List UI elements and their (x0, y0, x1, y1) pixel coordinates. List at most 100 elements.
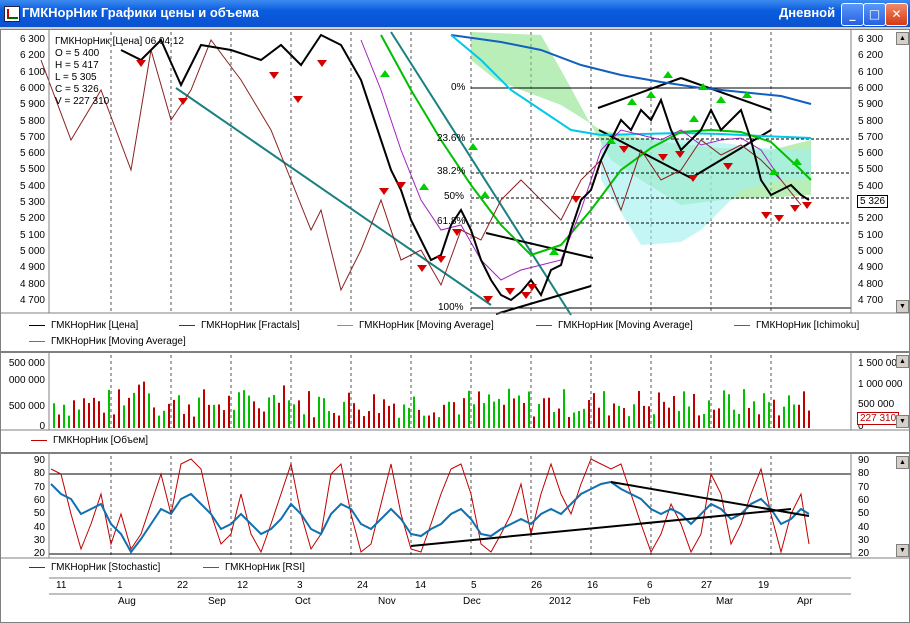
volume-bar (673, 396, 675, 428)
volume-bar (583, 408, 585, 428)
volume-scroll-down-button[interactable]: ▼ (896, 415, 909, 428)
price-tick-right: 5 600 (858, 148, 884, 160)
ohlc-info: ГМКНорНик [Цена] 06.04.12 O = 5 400 H = … (55, 36, 184, 108)
volume-bar (198, 397, 200, 428)
volume-legend: ГМКНорНик [Объем] (31, 435, 148, 446)
volume-bar (158, 415, 160, 428)
volume-bar (433, 412, 435, 428)
volume-bar (683, 391, 685, 428)
volume-bar (53, 403, 55, 428)
volume-bar (293, 404, 295, 428)
legend-label: ГМКНорНик [Ichimoku] (756, 320, 860, 331)
volume-bar (113, 414, 115, 428)
oscillator-tick-right: 30 (858, 534, 870, 546)
fib-236: 23.6% (437, 133, 466, 144)
volume-bar (538, 403, 540, 428)
volume-bar (443, 404, 445, 428)
price-tick-right: 5 700 (858, 131, 884, 143)
price-tick-right: 4 900 (858, 262, 884, 274)
info-high: H = 5 417 (55, 60, 99, 71)
oscillator-tick-right: 60 (858, 494, 870, 506)
period-label: Дневной (779, 5, 836, 20)
volume-bar (128, 397, 130, 428)
volume-bar (543, 398, 545, 428)
price-tick-left: 5 200 (19, 213, 45, 225)
volume-bar (78, 409, 80, 428)
volume-bar (213, 404, 215, 428)
volume-bar (303, 414, 305, 428)
oscillator-tick-left: 90 (33, 455, 45, 466)
volume-bar (573, 412, 575, 428)
time-month-label: Oct (295, 596, 311, 607)
volume-bar (173, 399, 175, 428)
volume-bar (523, 402, 525, 428)
maximize-button[interactable]: □ (863, 3, 886, 26)
volume-bar (483, 403, 485, 428)
volume-bar (238, 392, 240, 428)
volume-bar (88, 403, 90, 428)
minimize-button[interactable]: _ (841, 3, 864, 26)
time-month-label: Nov (378, 596, 396, 607)
legend-swatch (536, 324, 552, 326)
fib-618: 61.8% (437, 216, 466, 227)
volume-bar (413, 396, 415, 428)
volume-bar (348, 392, 350, 428)
price-tick-left: 5 600 (19, 148, 45, 160)
volume-bar (298, 400, 300, 428)
volume-bar (473, 404, 475, 428)
scroll-down-button[interactable]: ▼ (896, 300, 909, 313)
legend-swatch (29, 340, 45, 342)
oscillator-pane[interactable]: 90 80 70 60 50 40 30 20 90 80 70 60 50 40 30 20 ▲ ▼ ГМ… (0, 453, 910, 623)
volume-bar (58, 414, 60, 428)
legend-label: ГМКНорНик [Stochastic] (51, 562, 161, 573)
close-button[interactable]: ✕ (885, 3, 908, 26)
price-tick-right: 5 800 (858, 115, 884, 127)
legend-item: ГМКНорНик [Moving Average] (337, 320, 494, 331)
volume-bar (273, 394, 275, 428)
volume-bar (703, 413, 705, 428)
volume-bar (283, 385, 285, 428)
price-pane[interactable]: ГМКНорНик [Цена] 06.04.12 O = 5 400 H = … (0, 29, 910, 352)
volume-bar (148, 393, 150, 428)
price-tick-right: 4 800 (858, 278, 884, 290)
volume-bar (568, 416, 570, 428)
volume-bar (143, 381, 145, 428)
oscillator-tick-left: 50 (33, 508, 45, 520)
time-day-label: 27 (701, 580, 713, 591)
volume-bar (353, 403, 355, 428)
volume-bar (553, 411, 555, 428)
price-tick-left: 5 500 (19, 164, 45, 176)
time-month-label: 2012 (549, 596, 572, 607)
legend-swatch (29, 324, 45, 326)
volume-pane[interactable]: 500 000 000 000 500 000 0 1 500 000 1 000 00… (0, 352, 910, 453)
oscillator-legend-item: ГМКНорНик [RSI] (203, 562, 305, 573)
volume-bar (488, 394, 490, 428)
oscillator-scroll-down-button[interactable]: ▼ (896, 544, 909, 557)
price-tick-left: 5 400 (19, 180, 45, 192)
volume-bar (418, 409, 420, 428)
oscillator-tick-right: 80 (858, 468, 870, 480)
volume-bar (638, 390, 640, 428)
volume-bar (758, 414, 760, 428)
volume-bar (678, 411, 680, 428)
oscillator-tick-left: 60 (33, 494, 45, 506)
volume-scroll-up-button[interactable]: ▲ (896, 355, 909, 368)
chart-app-icon (4, 6, 20, 22)
oscillator-scroll-up-button[interactable]: ▲ (896, 456, 909, 469)
oscillator-chart[interactable] (1, 454, 909, 622)
volume-bar (118, 389, 120, 428)
info-low: L = 5 305 (55, 72, 97, 83)
oscillator-tick-left: 30 (33, 534, 45, 546)
title-bar[interactable]: ГМКНорНик Графики цены и объема Дневной … (0, 0, 910, 27)
volume-bar (623, 408, 625, 428)
volume-bar (68, 415, 70, 428)
legend-item: ГМКНорНик [Moving Average] (536, 320, 693, 331)
volume-tick-right: 0 (858, 421, 864, 432)
volume-bar (73, 400, 75, 428)
volume-bar (653, 414, 655, 428)
price-chart[interactable] (1, 30, 909, 351)
scroll-up-button[interactable]: ▲ (896, 32, 909, 45)
volume-chart[interactable] (1, 353, 909, 452)
volume-bar (778, 415, 780, 428)
legend-swatch (337, 324, 353, 326)
